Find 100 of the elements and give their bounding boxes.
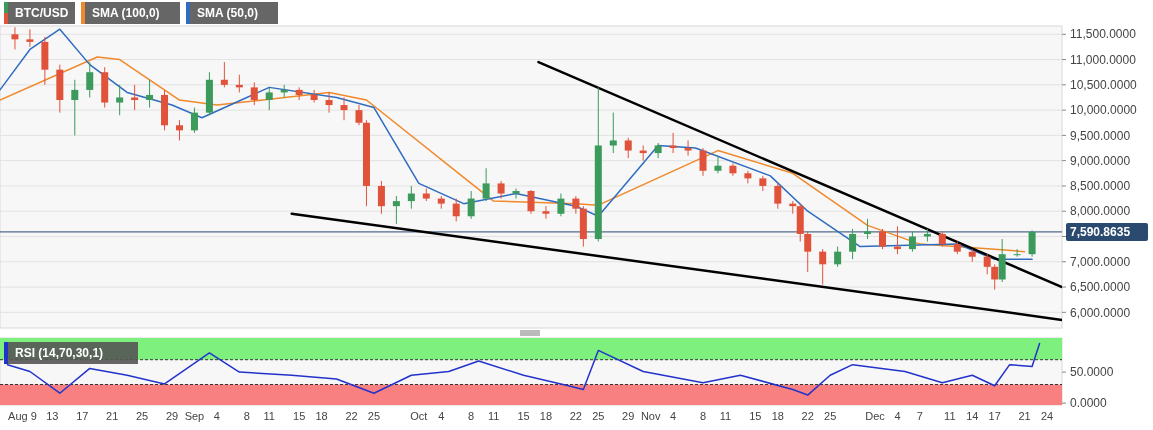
x-tick-label: 29 xyxy=(622,410,635,422)
y-tick-label: 9,000.0000 xyxy=(1070,153,1131,168)
candlestick xyxy=(714,155,722,174)
x-tick-label: 8 xyxy=(699,410,707,422)
x-tick-label: 13 xyxy=(46,410,59,422)
candlestick xyxy=(983,253,991,275)
x-tick-label: Aug 9 xyxy=(8,410,37,422)
y-tick-label: 11,000.0000 xyxy=(1070,52,1137,67)
x-tick-label: Dec xyxy=(865,410,886,422)
x-tick-label: 18 xyxy=(539,410,553,422)
x-tick-label: 25 xyxy=(824,410,837,422)
candlestick xyxy=(310,89,318,104)
x-tick-label: 11 xyxy=(944,410,956,422)
candlestick xyxy=(512,187,520,200)
y-tick-label: 9,500.0000 xyxy=(1070,128,1131,143)
candlestick xyxy=(879,228,887,250)
y-tick-label: 8,500.0000 xyxy=(1070,179,1131,194)
candlestick xyxy=(654,142,662,159)
x-tick-label: 11 xyxy=(719,410,732,422)
candlestick xyxy=(482,167,490,202)
candlestick xyxy=(175,119,183,141)
candlestick xyxy=(86,61,94,98)
x-tick-label: 15 xyxy=(293,410,306,422)
legend-label: RSI (14,70,30,1) xyxy=(15,346,104,361)
candlestick xyxy=(146,79,154,109)
x-tick-label: 4 xyxy=(438,410,445,422)
legend-label: SMA (100,0) xyxy=(92,6,160,21)
x-tick-label: 11 xyxy=(263,410,275,422)
x-tick-label: Sep xyxy=(184,410,205,422)
x-tick-label: 24 xyxy=(1040,410,1054,422)
x-tick-label: 7 xyxy=(916,410,923,422)
legend-label: BTC/USD xyxy=(15,6,69,21)
x-tick-label: 22 xyxy=(345,410,358,422)
x-tick-label: 22 xyxy=(801,410,814,422)
candlestick xyxy=(1013,248,1021,258)
candlestick xyxy=(1028,229,1036,258)
candlestick xyxy=(609,112,617,154)
candlestick xyxy=(774,182,782,210)
candlestick xyxy=(624,137,632,159)
candlestick xyxy=(220,61,228,88)
x-tick-label: 15 xyxy=(749,410,762,422)
x-tick-label: 8 xyxy=(468,410,475,422)
x-tick-label: 18 xyxy=(315,410,328,422)
ref-line-label: 7,590.8635 xyxy=(1070,225,1131,240)
candlestick xyxy=(407,185,415,210)
y-tick-label: 50.0000 xyxy=(1070,365,1114,380)
x-tick-label: 11 xyxy=(487,410,500,422)
x-tick-label: Nov xyxy=(640,410,661,422)
x-tick-label: 4 xyxy=(213,410,220,422)
candlestick xyxy=(11,26,19,50)
x-tick-label: 21 xyxy=(106,410,119,422)
candlestick xyxy=(684,139,692,157)
line-series xyxy=(6,342,1041,396)
candlestick xyxy=(265,86,273,111)
candlestick xyxy=(131,84,139,111)
x-tick-label: Oct xyxy=(410,410,428,422)
candlestick xyxy=(557,193,565,217)
x-tick-label: 14 xyxy=(966,410,979,422)
candlestick xyxy=(340,96,348,121)
candlestick xyxy=(991,263,999,291)
y-tick-label: 6,000.0000 xyxy=(1070,305,1131,320)
candlestick xyxy=(819,248,827,286)
x-tick-label: 25 xyxy=(592,410,605,422)
candlestick xyxy=(325,91,333,114)
x-tick-label: 18 xyxy=(771,410,784,422)
x-tick-label: 17 xyxy=(76,410,89,422)
x-tick-label: 22 xyxy=(569,410,582,422)
candlestick xyxy=(527,189,535,215)
candlestick xyxy=(392,195,400,225)
line-series xyxy=(0,56,1026,253)
candlestick xyxy=(849,228,857,260)
x-tick-label: 29 xyxy=(165,410,179,422)
line-series xyxy=(0,28,1033,260)
x-tick-label: 4 xyxy=(670,410,677,422)
y-tick-label: 10,500.0000 xyxy=(1070,78,1138,93)
candlestick xyxy=(116,84,124,116)
candlestick xyxy=(190,107,198,134)
x-tick-label: 21 xyxy=(1018,410,1031,422)
candlestick xyxy=(26,28,34,48)
candlestick xyxy=(699,147,707,177)
candlestick xyxy=(250,81,258,106)
y-tick-label: 7,000.0000 xyxy=(1070,254,1131,269)
x-tick-label: 17 xyxy=(988,410,1001,422)
y-tick-label: 11,500.0000 xyxy=(1070,27,1137,42)
x-tick-label: 15 xyxy=(517,410,530,422)
candlestick xyxy=(355,104,363,126)
y-tick-label: 10,000.0000 xyxy=(1070,103,1138,118)
y-tick-label: 6,500.0000 xyxy=(1070,280,1131,295)
candlestick xyxy=(542,205,550,220)
candlestick xyxy=(377,180,385,215)
y-tick-label: 0.0000 xyxy=(1070,396,1108,411)
y-tick-label: 8,000.0000 xyxy=(1070,204,1131,219)
x-tick-label: 25 xyxy=(367,410,381,422)
candlestick xyxy=(908,230,916,253)
x-tick-label: 4 xyxy=(894,410,901,422)
x-tick-label: 25 xyxy=(135,410,149,422)
candlestick xyxy=(71,79,79,136)
candlestick xyxy=(834,246,842,268)
legend-label: SMA (50,0) xyxy=(197,6,258,21)
x-tick-label: 8 xyxy=(243,410,250,422)
